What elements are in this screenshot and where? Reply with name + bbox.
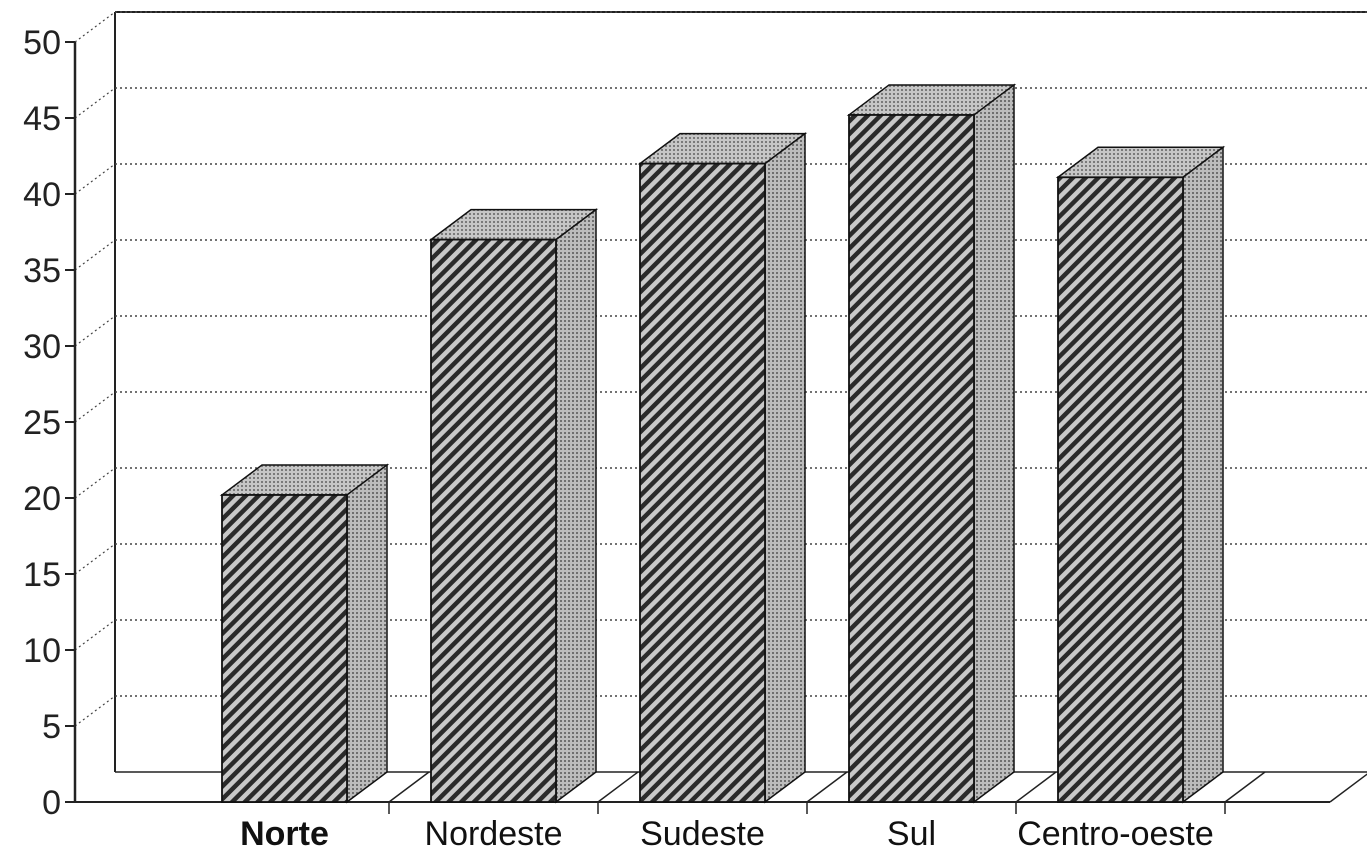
x-tick-label: Centro-oeste [1017, 815, 1214, 853]
y-axis: 0 5 10 15 20 25 30 35 40 45 50 [23, 24, 77, 822]
y-tick-label: 0 [42, 784, 61, 822]
x-axis-labels: Norte Nordeste Sudeste Sul Centro-oeste [240, 815, 1214, 853]
gridline-side [74, 315, 116, 347]
bar-sul [846, 83, 1017, 804]
gridline-side [74, 619, 116, 651]
x-tick-label: Nordeste [425, 815, 563, 853]
gridline-side [74, 239, 116, 271]
bar-front [1057, 176, 1184, 803]
bar-front [430, 238, 557, 803]
bar-front [221, 494, 348, 803]
bar-side [973, 83, 1015, 804]
gridline-side [74, 11, 116, 43]
bar-side [555, 208, 597, 804]
y-tick-label: 15 [23, 556, 61, 594]
bars [219, 83, 1226, 804]
y-tick-label: 30 [23, 328, 61, 366]
x-tick-label: Sul [887, 815, 936, 853]
x-tick-label: Sudeste [640, 815, 765, 853]
category-divider [597, 771, 639, 803]
gridline-side [74, 695, 116, 727]
y-tick-label: 45 [23, 100, 61, 138]
gridline-side [74, 543, 116, 575]
gridline-side [74, 87, 116, 119]
x-tick-label: Norte [240, 815, 329, 853]
gridline-side [74, 391, 116, 423]
bar-centro-oeste [1055, 145, 1226, 804]
floor-right-edge [1329, 773, 1367, 803]
y-tick-label: 40 [23, 176, 61, 214]
bar-side [764, 132, 806, 804]
y-tick-label: 10 [23, 632, 61, 670]
y-tick-label: 50 [23, 24, 61, 62]
y-tick-label: 5 [42, 708, 61, 746]
category-divider [1015, 771, 1057, 803]
gridline-side [74, 467, 116, 499]
category-divider [806, 771, 848, 803]
y-tick-label: 25 [23, 404, 61, 442]
bar-sudeste [637, 132, 808, 804]
category-divider [1224, 771, 1266, 803]
bar-nordeste [428, 208, 599, 804]
category-divider [388, 771, 430, 803]
bar-front [639, 162, 766, 803]
bar-norte [219, 463, 390, 804]
y-tick-label: 35 [23, 252, 61, 290]
bar-side [346, 463, 388, 804]
bar-front [848, 114, 975, 803]
y-tick-label: 20 [23, 480, 61, 518]
gridline-side [74, 163, 116, 195]
bar-side [1182, 145, 1224, 804]
